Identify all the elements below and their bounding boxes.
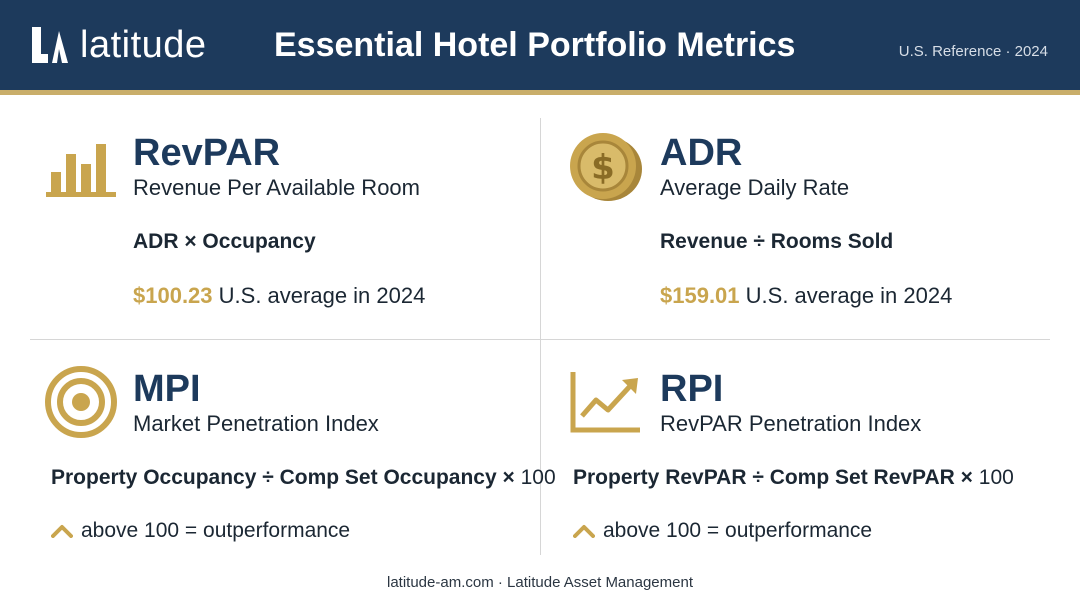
logo: latitude bbox=[28, 22, 207, 68]
page-title: Essential Hotel Portfolio Metrics bbox=[274, 26, 796, 64]
metric-name: RPI bbox=[660, 368, 724, 410]
metric-formula: Property RevPAR ÷ Comp Set RevPAR × 100 bbox=[573, 464, 1014, 492]
formula-multiplier: 100 bbox=[978, 466, 1014, 489]
header-gold-rule bbox=[0, 90, 1080, 95]
stat-text: U.S. average in 2024 bbox=[218, 283, 426, 308]
dollar-coin-icon: $ bbox=[570, 133, 642, 201]
reference-label: U.S. Reference · 2024 bbox=[898, 43, 1048, 60]
note-text: above 100 = outperformance bbox=[603, 519, 873, 542]
formula-multiplier: 100 bbox=[520, 466, 556, 489]
stat-value: $100.23 bbox=[133, 283, 213, 308]
metric-formula: Property Occupancy ÷ Comp Set Occupancy … bbox=[51, 464, 556, 492]
svg-text:$: $ bbox=[591, 148, 615, 188]
chevron-up-icon bbox=[51, 525, 73, 538]
horizontal-divider bbox=[30, 339, 1050, 340]
metric-full-name: Average Daily Rate bbox=[660, 175, 850, 200]
metric-name: MPI bbox=[133, 368, 201, 410]
formula-text: Property RevPAR ÷ Comp Set RevPAR × bbox=[573, 466, 973, 489]
metric-full-name: Revenue Per Available Room bbox=[133, 175, 420, 200]
chevron-up-icon bbox=[573, 525, 595, 538]
metric-full-name: RevPAR Penetration Index bbox=[660, 411, 922, 436]
metric-note: above 100 = outperformance bbox=[573, 517, 872, 545]
logo-text: latitude bbox=[80, 24, 207, 66]
metric-stat: $159.01 U.S. average in 2024 bbox=[660, 282, 952, 310]
stat-text: U.S. average in 2024 bbox=[745, 283, 953, 308]
header-bar: latitude Essential Hotel Portfolio Metri… bbox=[0, 0, 1080, 90]
metric-name: ADR bbox=[660, 132, 743, 174]
footer-text: latitude-am.com · Latitude Asset Managem… bbox=[387, 574, 693, 591]
metric-full-name: Market Penetration Index bbox=[133, 411, 379, 436]
target-icon bbox=[45, 366, 117, 438]
latitude-logo-icon bbox=[32, 27, 68, 63]
metric-formula: Revenue ÷ Rooms Sold bbox=[660, 230, 894, 253]
metric-note: above 100 = outperformance bbox=[51, 517, 350, 545]
vertical-divider bbox=[540, 118, 541, 555]
note-text: above 100 = outperformance bbox=[81, 519, 351, 542]
stat-value: $159.01 bbox=[660, 283, 740, 308]
formula-text: Property Occupancy ÷ Comp Set Occupancy … bbox=[51, 466, 515, 489]
metric-stat: $100.23 U.S. average in 2024 bbox=[133, 282, 425, 310]
metric-formula: ADR × Occupancy bbox=[133, 230, 316, 253]
metric-name: RevPAR bbox=[133, 132, 281, 174]
trend-up-icon bbox=[570, 372, 640, 433]
bar-chart-icon bbox=[46, 144, 116, 197]
